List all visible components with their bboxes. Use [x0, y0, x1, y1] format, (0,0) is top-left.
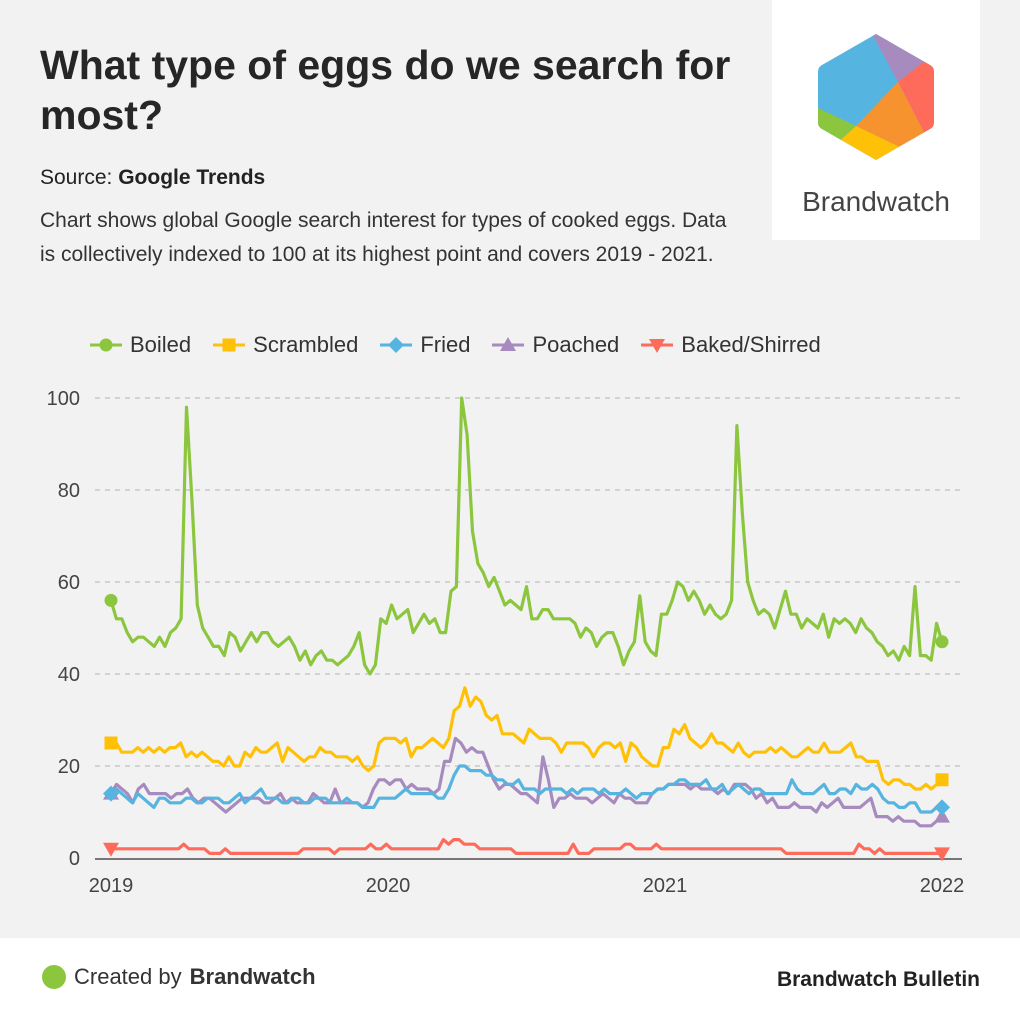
x-tick-label: 2019	[89, 875, 134, 897]
legend-square-icon	[213, 338, 246, 352]
x-tick-label: 2021	[643, 875, 688, 897]
x-tick-label: 2020	[366, 875, 411, 897]
legend-diamond-icon	[380, 337, 413, 353]
end-marker-fried	[934, 799, 950, 816]
end-marker-boiled	[935, 635, 949, 649]
publication-name: Brandwatch Bulletin	[776, 968, 980, 991]
legend-label: Boiled	[130, 332, 192, 357]
y-tick-label: 100	[47, 388, 80, 410]
start-marker-boiled	[104, 593, 118, 607]
brandwatch-hexagon-icon	[818, 34, 934, 160]
start-marker-scrambled	[104, 736, 118, 750]
legend-circle-icon	[90, 338, 122, 352]
y-tick-label: 40	[58, 664, 80, 686]
chart-legend: Boiled Scrambled Fried Poached Baked/Shirred	[90, 332, 821, 358]
chart-description: Chart shows global Google search interes…	[40, 209, 727, 266]
source-line: Source: Google Trends	[40, 166, 265, 190]
end-marker-poached	[934, 808, 950, 823]
legend-item[interactable]: Baked/Shirred	[641, 332, 821, 358]
legend-label: Poached	[532, 332, 620, 357]
start-marker-fried	[103, 785, 119, 802]
legend-item[interactable]: Boiled	[90, 332, 191, 358]
legend-item[interactable]: Poached	[492, 332, 619, 358]
legend-item[interactable]: Fried	[380, 332, 470, 358]
end-marker-scrambled	[935, 773, 949, 787]
legend-marker	[222, 338, 236, 352]
legend-item[interactable]: Scrambled	[213, 332, 358, 358]
legend-triangle-up-icon	[492, 337, 525, 351]
legend-triangle-down-icon	[641, 339, 674, 353]
legend-marker	[649, 339, 666, 353]
start-marker-baked-shirred	[103, 842, 119, 857]
legend-label: Scrambled	[253, 332, 359, 357]
created-by: Created by Brandwatch	[42, 964, 316, 990]
legend-marker	[500, 337, 517, 351]
y-tick-label: 60	[58, 572, 80, 594]
legend-label: Baked/Shirred	[681, 332, 821, 357]
source-name: Google Trends	[118, 166, 266, 189]
y-tick-label: 20	[58, 756, 80, 778]
legend-label: Fried	[420, 332, 471, 357]
series-line-boiled	[109, 396, 944, 676]
source-label: Source:	[40, 166, 113, 189]
end-marker-baked-shirred	[934, 847, 950, 862]
green-dot-icon	[42, 965, 66, 989]
footer: Created by Brandwatch Brandwatch Bulleti…	[0, 938, 1020, 1020]
series-line-fried	[109, 764, 942, 814]
logo-text: Brandwatch	[802, 186, 950, 217]
legend-marker	[99, 338, 113, 352]
page-title: What type of eggs do we search for most?	[40, 42, 731, 138]
legend-marker	[388, 337, 405, 353]
series-line-baked-shirred	[111, 838, 942, 855]
y-tick-label: 0	[69, 848, 80, 870]
line-chart: 0 20 40 60 80 100 2019 2020 2021 2022	[47, 388, 965, 897]
created-by-label: Created by	[74, 964, 182, 989]
x-tick-label: 2022	[920, 875, 965, 897]
series-line-scrambled	[111, 686, 944, 791]
created-by-brand: Brandwatch	[189, 964, 316, 989]
brand-logo: Brandwatch	[772, 0, 980, 240]
y-tick-label: 80	[58, 480, 80, 502]
